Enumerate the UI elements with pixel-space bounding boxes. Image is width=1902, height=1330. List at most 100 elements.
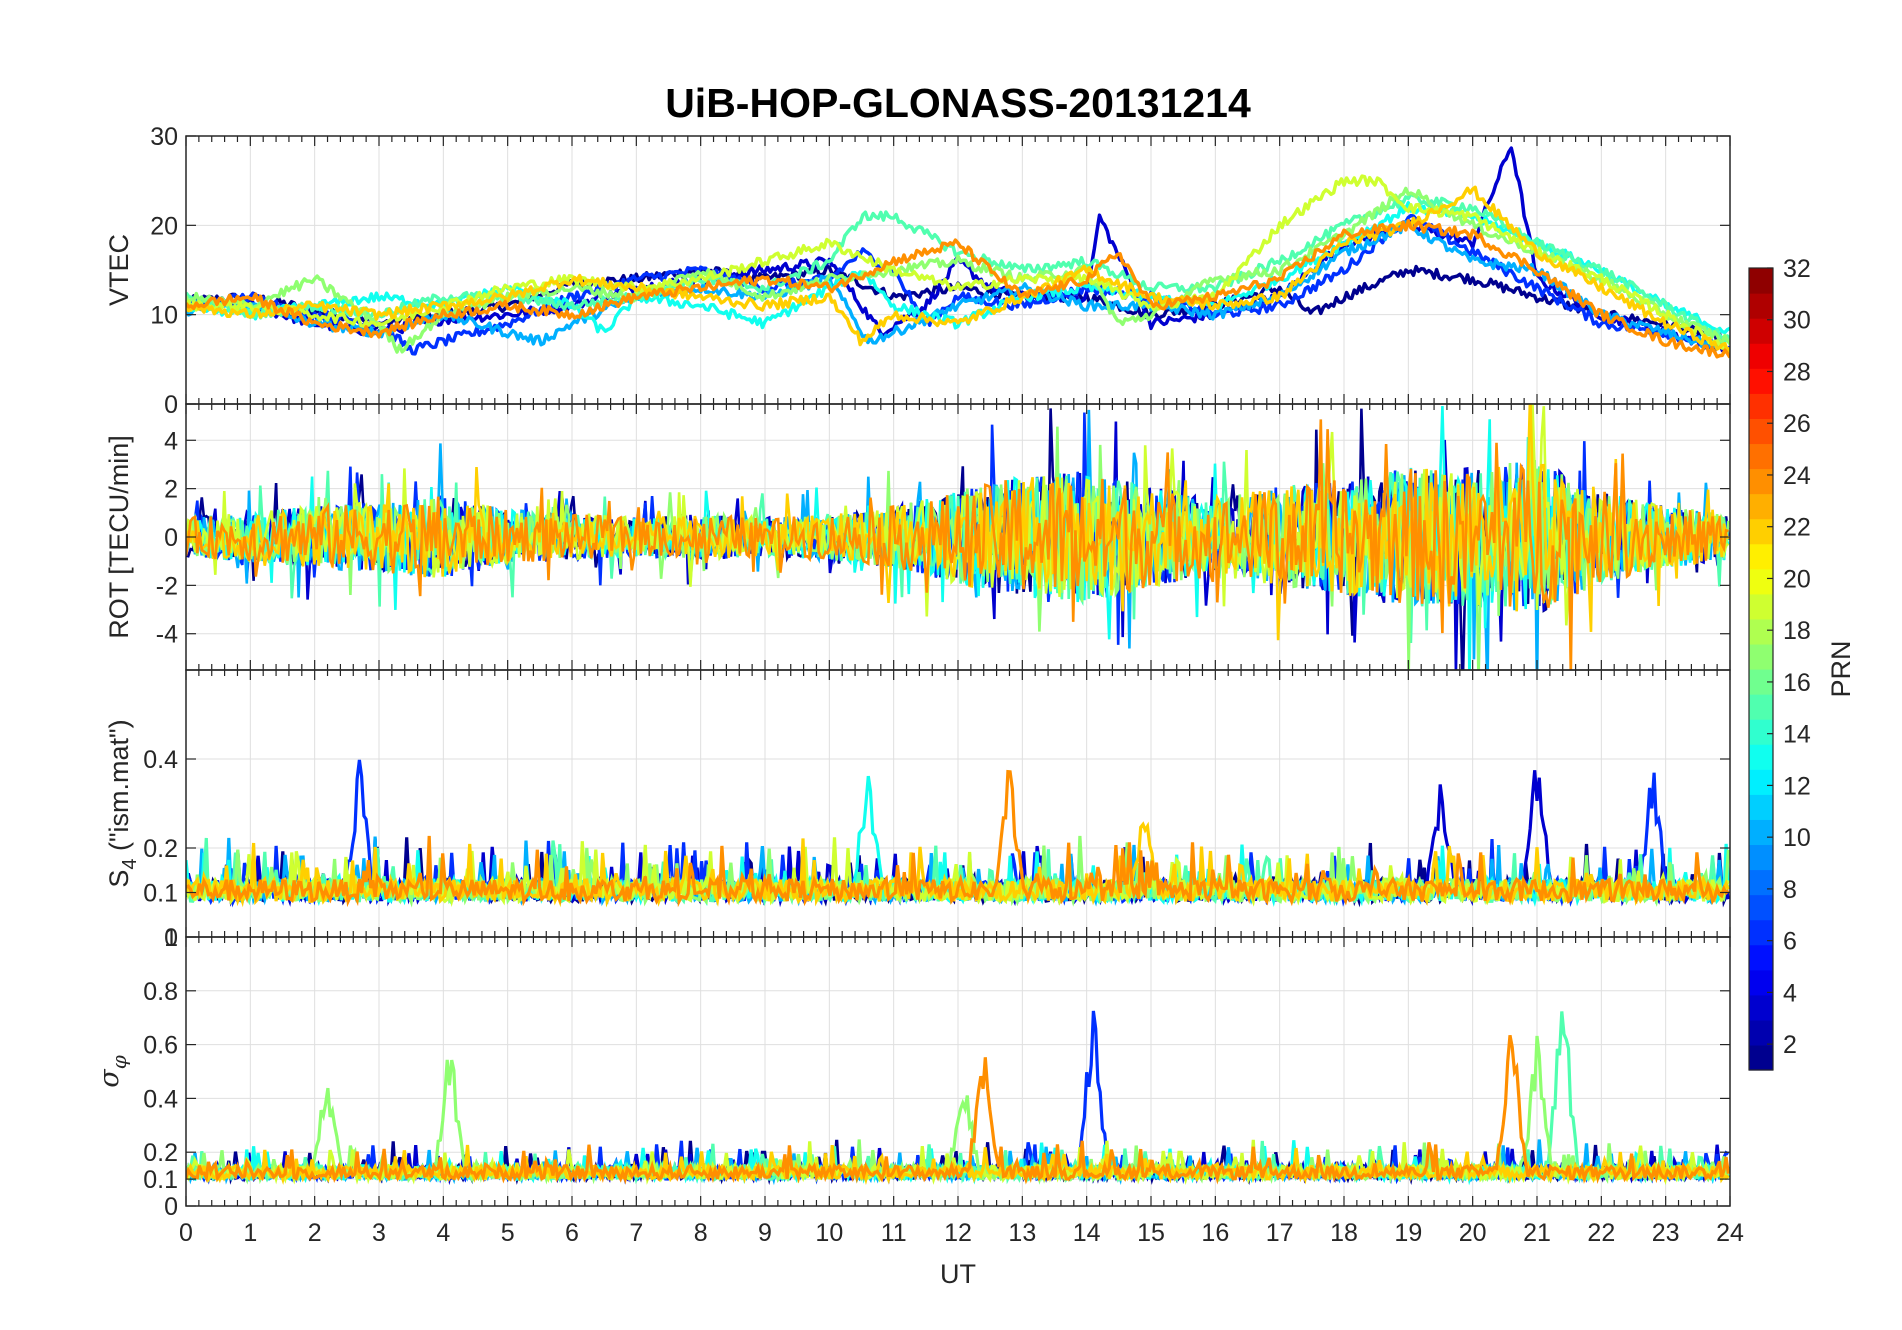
colorbar-swatch <box>1749 694 1773 720</box>
colorbar-tick-label: 4 <box>1783 979 1797 1007</box>
panel-3: 0 0.1 0.2 0.4 1 S4 ("ism.mat") <box>104 669 1731 952</box>
colorbar-swatch <box>1749 443 1773 470</box>
x-tick-label: 11 <box>881 1219 907 1247</box>
y-tick-label: 0.4 <box>143 746 178 774</box>
vtec-series-prn-15 <box>186 192 1730 344</box>
colorbar-tick-label: 22 <box>1783 514 1811 542</box>
colorbar-tick-label: 24 <box>1783 462 1811 490</box>
colorbar-frame <box>1748 267 1774 1071</box>
panel-ticks <box>185 135 1731 405</box>
y-tick-label: -4 <box>156 621 178 649</box>
colorbar-tick-label: 10 <box>1783 824 1811 852</box>
y-tick-label: 0.2 <box>143 1139 178 1167</box>
chart-title: UiB-HOP-GLONASS-20131214 <box>665 80 1251 126</box>
colorbar-swatch <box>1749 518 1773 545</box>
colorbar-swatch <box>1749 568 1773 595</box>
x-tick-label: 14 <box>1073 1219 1101 1247</box>
x-tick-label: 0 <box>179 1219 193 1247</box>
panel-data <box>186 1010 1730 1186</box>
colorbar-swatch <box>1749 869 1773 896</box>
x-tick-label: 20 <box>1459 1219 1487 1247</box>
x-tick-label: 18 <box>1330 1219 1358 1247</box>
panel-data <box>186 146 1730 359</box>
y-axis-label: VTEC <box>104 234 134 306</box>
colorbar-swatch <box>1749 618 1773 645</box>
colorbar-swatch <box>1749 819 1773 846</box>
x-tick-label: 1 <box>243 1219 257 1247</box>
panel-1: 0 10 20 30 VTEC <box>104 123 1731 419</box>
colorbar-swatch <box>1749 393 1773 419</box>
y-tick-label: 10 <box>150 302 178 330</box>
y-tick-label: 4 <box>164 427 178 455</box>
colorbar-swatch <box>1749 769 1773 795</box>
panel-data <box>186 759 1730 908</box>
colorbar-swatch <box>1749 343 1773 369</box>
x-tick-label: 19 <box>1394 1219 1422 1247</box>
y-tick-label: 0.2 <box>143 835 178 863</box>
colorbar-tick-label: 28 <box>1783 358 1811 386</box>
y-tick-label: 0 <box>164 924 178 952</box>
colorbar-swatch <box>1749 719 1773 745</box>
x-tick-label: 13 <box>1008 1219 1036 1247</box>
colorbar-swatch <box>1749 844 1773 871</box>
colorbar-swatch <box>1749 944 1773 971</box>
x-tick-label: 22 <box>1587 1219 1615 1247</box>
y-tick-label-overlap: 1 <box>164 924 178 952</box>
colorbar-swatch <box>1749 468 1773 495</box>
x-tick-label: 23 <box>1652 1219 1680 1247</box>
sigma-series-prn-24 <box>186 1035 1730 1185</box>
vtec-series-prn-19 <box>186 174 1730 355</box>
colorbar-swatch <box>1749 894 1773 921</box>
x-tick-label: 21 <box>1523 1219 1551 1247</box>
colorbar-tick-label: 32 <box>1783 255 1811 283</box>
colorbar-tick-label: 20 <box>1783 565 1811 593</box>
y-tick-label: 0 <box>164 1193 178 1221</box>
panel-2: -4 -2 0 2 4 ROT [TECU/min] <box>104 403 1731 671</box>
y-axis-label: σφ <box>94 1055 131 1087</box>
x-tick-label: 12 <box>944 1219 972 1247</box>
panel-data <box>186 404 1730 670</box>
colorbar-swatch <box>1749 744 1773 770</box>
x-tick-label: 24 <box>1716 1219 1744 1247</box>
colorbar-swatch <box>1749 493 1773 520</box>
colorbar-swatch <box>1749 794 1773 820</box>
colorbar-swatch <box>1749 368 1773 394</box>
rot-series-prn-24 <box>186 419 1729 670</box>
y-axis-label: S4 ("ism.mat") <box>104 719 141 887</box>
y-tick-label: -2 <box>156 572 178 600</box>
colorbar-swatch <box>1749 318 1773 344</box>
y-tick-label: 0.6 <box>143 1032 178 1060</box>
colorbar-swatch <box>1749 1044 1773 1071</box>
x-tick-label: 4 <box>436 1219 450 1247</box>
colorbar-swatch <box>1749 643 1773 670</box>
colorbar-swatch <box>1749 593 1773 620</box>
panel-ticks <box>185 937 1731 1207</box>
y-tick-label: 2 <box>164 476 178 504</box>
colorbar-swatch <box>1749 268 1773 294</box>
x-tick-label: 10 <box>815 1219 843 1247</box>
colorbar-swatch <box>1749 1019 1773 1046</box>
x-tick-label: 9 <box>758 1219 772 1247</box>
colorbar-tick-label: 6 <box>1783 928 1797 956</box>
x-tick-label: 17 <box>1266 1219 1294 1247</box>
vtec-series-prn-6 <box>186 213 1730 356</box>
colorbar-swatch <box>1749 293 1773 319</box>
y-tick-label: 30 <box>150 123 178 151</box>
colorbar-tick-label: 26 <box>1783 410 1811 438</box>
x-tick-label: 8 <box>694 1219 708 1247</box>
y-tick-label: 0.8 <box>143 978 178 1006</box>
x-tick-label: 7 <box>629 1219 643 1247</box>
x-tick-label: 2 <box>308 1219 322 1247</box>
x-tick-label: 16 <box>1201 1219 1229 1247</box>
panel-ticks <box>185 404 1731 670</box>
y-tick-label: 0.4 <box>143 1085 178 1113</box>
colorbar-swatch <box>1749 994 1773 1021</box>
y-axis-label: ROT [TECU/min] <box>104 435 134 639</box>
colorbar-swatch <box>1749 418 1773 445</box>
colorbar-swatch <box>1749 919 1773 946</box>
colorbar-tick-label: 12 <box>1783 772 1811 800</box>
